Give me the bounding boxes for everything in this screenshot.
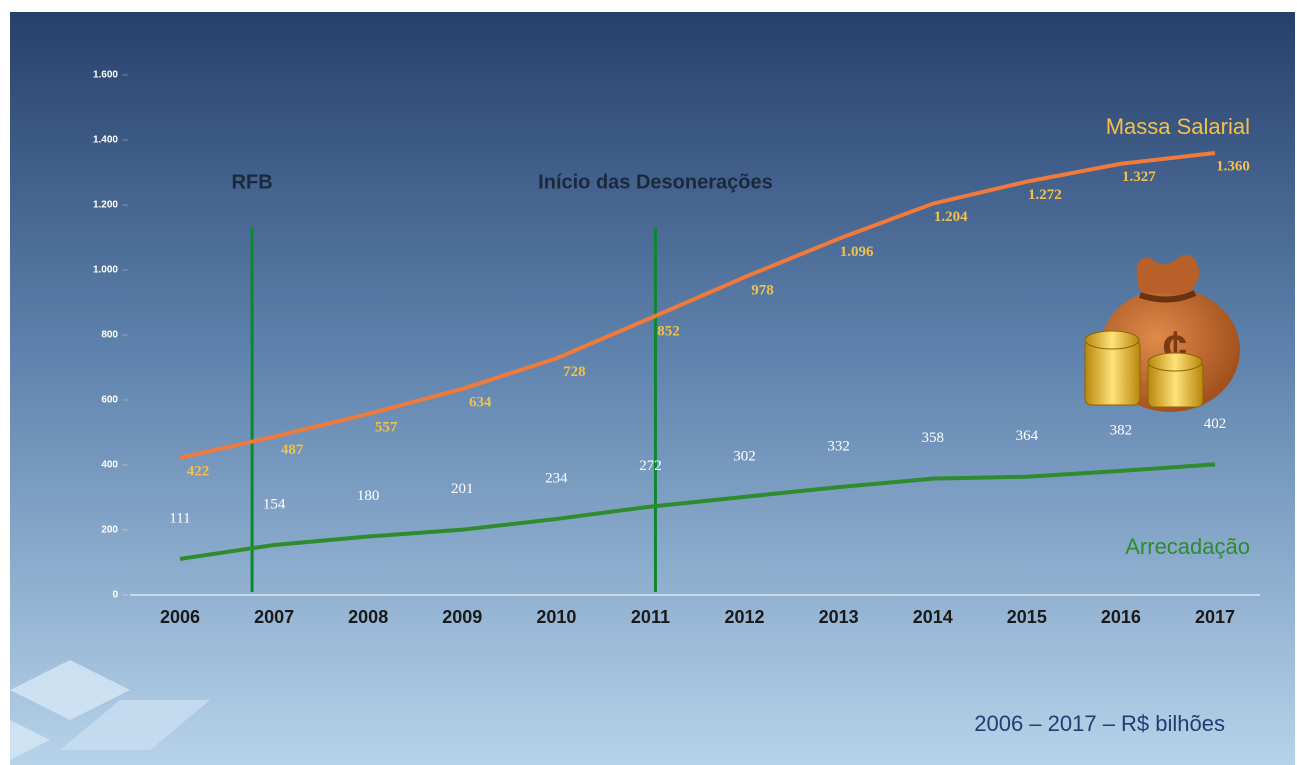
y-tick-label: 0 <box>112 590 118 601</box>
series-label: Arrecadação <box>1125 534 1250 559</box>
y-tick-label: 800 <box>101 330 118 341</box>
y-tick-label: 1.600 <box>93 70 118 81</box>
y-tick-label: 1.000 <box>93 265 118 276</box>
x-tick-label: 2008 <box>348 607 388 627</box>
value-label: 111 <box>169 510 190 526</box>
value-label: 1.360 <box>1216 158 1250 174</box>
value-label: 487 <box>281 442 304 458</box>
x-tick-label: 2014 <box>913 607 953 627</box>
value-label: 154 <box>263 496 286 512</box>
value-label: 1.327 <box>1122 169 1156 185</box>
value-label: 358 <box>921 430 944 446</box>
y-tick-label: 1.200 <box>93 200 118 211</box>
x-tick-label: 2016 <box>1101 607 1141 627</box>
y-tick-label: 1.400 <box>93 135 118 146</box>
x-tick-label: 2017 <box>1195 607 1235 627</box>
value-label: 1.204 <box>934 209 968 225</box>
x-tick-label: 2009 <box>442 607 482 627</box>
value-label: 1.096 <box>840 244 874 260</box>
value-label: 728 <box>563 364 586 380</box>
x-tick-label: 2007 <box>254 607 294 627</box>
x-tick-label: 2012 <box>725 607 765 627</box>
x-tick-label: 2010 <box>536 607 576 627</box>
y-tick-label: 200 <box>101 525 118 536</box>
line-series <box>179 151 1216 460</box>
value-label: 332 <box>827 439 850 455</box>
value-label: 852 <box>657 324 680 340</box>
value-label: 557 <box>375 419 398 435</box>
event-label: RFB <box>232 171 273 193</box>
subtitle: 2006 – 2017 – R$ bilhões <box>974 711 1225 736</box>
value-label: 382 <box>1110 422 1133 438</box>
series-label: Massa Salarial <box>1106 114 1250 139</box>
value-label: 272 <box>639 458 662 474</box>
value-label: 634 <box>469 394 492 410</box>
value-label: 1.272 <box>1028 187 1062 203</box>
x-tick-label: 2006 <box>160 607 200 627</box>
value-label: 180 <box>357 488 380 504</box>
value-label: 422 <box>187 463 210 479</box>
x-tick-label: 2011 <box>631 607 670 627</box>
event-label: Início das Desonerações <box>538 171 773 193</box>
background <box>10 12 1295 765</box>
logo <box>10 660 210 760</box>
x-tick-label: 2015 <box>1007 607 1047 627</box>
value-label: 364 <box>1016 428 1039 444</box>
line-series <box>179 462 1216 561</box>
value-label: 302 <box>733 448 756 464</box>
money-bag-icon: ¢ <box>1084 255 1240 412</box>
value-label: 978 <box>751 283 774 299</box>
y-tick-label: 400 <box>101 460 118 471</box>
value-label: 201 <box>451 481 474 497</box>
y-tick-label: 600 <box>101 395 118 406</box>
x-tick-label: 2013 <box>819 607 859 627</box>
value-label: 234 <box>545 470 568 486</box>
value-label: 402 <box>1204 416 1227 432</box>
